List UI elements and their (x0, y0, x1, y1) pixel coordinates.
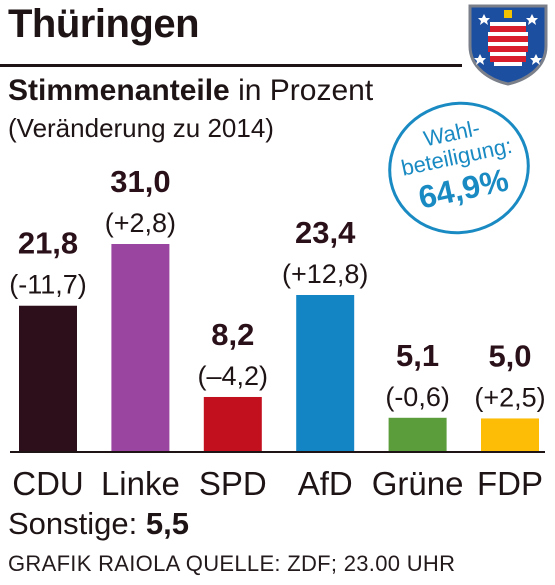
others-label: Sonstige: (8, 506, 138, 541)
bar-cdu (19, 305, 77, 452)
value-label-fdp: 5,0 (488, 338, 531, 373)
value-label-spd: 8,2 (211, 317, 254, 352)
others-value: 5,5 (145, 506, 189, 541)
category-label-cdu: CDU (12, 465, 84, 502)
bar-gr-ne (388, 417, 447, 452)
bar-afd (296, 294, 355, 452)
value-label-afd: 23,4 (295, 215, 356, 250)
category-label-spd: SPD (199, 465, 267, 502)
change-label-gr-ne: (-0,6) (385, 382, 450, 412)
title-divider (0, 64, 462, 67)
value-label-gr-ne: 5,1 (396, 338, 439, 373)
subtitle-unit: in Prozent (238, 74, 374, 107)
subtitle-bold: Stimmenanteile (8, 74, 230, 107)
change-label-spd: (–4,2) (198, 361, 269, 391)
thuringia-coat-of-arms-icon (468, 4, 548, 86)
change-label-afd: (+12,8) (282, 259, 368, 289)
category-label-fdp: FDP (477, 465, 543, 502)
change-label-fdp: (+2,5) (474, 382, 545, 412)
category-label-gr-ne: Grüne (372, 465, 464, 502)
change-label-cdu: (-11,7) (9, 270, 87, 300)
category-label-linke: Linke (101, 465, 180, 502)
chart-subtitle: Stimmenanteile in Prozent (8, 74, 373, 108)
category-label-afd: AfD (298, 465, 353, 502)
source-credit: GRAFIK RAIOLA QUELLE: ZDF; 23.00 UHR (8, 551, 456, 576)
value-label-linke: 31,0 (110, 164, 170, 199)
value-label-cdu: 21,8 (18, 226, 78, 261)
vote-share-bar-chart: (-11,7) 21,8 CDU (+2,8) 31,0 Linke (–4,2) 8,2 SP… (9, 164, 545, 502)
bar-spd (203, 396, 262, 452)
bar-linke (111, 244, 170, 452)
change-note: (Veränderung zu 2014) (8, 113, 274, 143)
page-title: Thüringen (8, 2, 200, 46)
others-share: Sonstige: 5,5 (8, 506, 189, 542)
change-label-linke: (+2,8) (105, 208, 176, 238)
bar-fdp (481, 418, 539, 452)
